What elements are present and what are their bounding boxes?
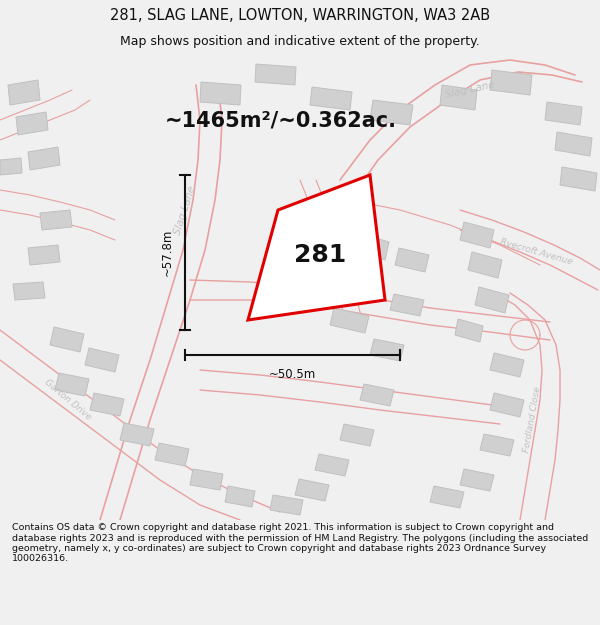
Polygon shape bbox=[90, 393, 124, 416]
Polygon shape bbox=[460, 222, 494, 248]
Polygon shape bbox=[200, 82, 241, 105]
Polygon shape bbox=[0, 158, 22, 175]
Polygon shape bbox=[28, 147, 60, 170]
Polygon shape bbox=[225, 486, 255, 507]
Polygon shape bbox=[248, 175, 385, 320]
Polygon shape bbox=[155, 443, 189, 466]
Text: 281, SLAG LANE, LOWTON, WARRINGTON, WA3 2AB: 281, SLAG LANE, LOWTON, WARRINGTON, WA3 … bbox=[110, 8, 490, 23]
Polygon shape bbox=[8, 80, 40, 105]
Polygon shape bbox=[340, 424, 374, 446]
Text: Fordland Close: Fordland Close bbox=[522, 386, 542, 454]
Polygon shape bbox=[480, 434, 514, 456]
Polygon shape bbox=[55, 373, 89, 396]
Polygon shape bbox=[120, 423, 154, 446]
Polygon shape bbox=[330, 308, 369, 333]
Polygon shape bbox=[490, 393, 524, 417]
Polygon shape bbox=[13, 282, 45, 300]
Polygon shape bbox=[560, 167, 597, 191]
Polygon shape bbox=[190, 469, 223, 490]
Polygon shape bbox=[255, 64, 296, 85]
Polygon shape bbox=[28, 245, 60, 265]
Polygon shape bbox=[295, 479, 329, 501]
Polygon shape bbox=[440, 85, 477, 110]
Text: Map shows position and indicative extent of the property.: Map shows position and indicative extent… bbox=[120, 35, 480, 48]
Polygon shape bbox=[460, 469, 494, 491]
Text: Ryecroft Avenue: Ryecroft Avenue bbox=[499, 238, 573, 267]
Polygon shape bbox=[360, 384, 394, 406]
Polygon shape bbox=[430, 486, 464, 508]
Text: Slag Lane: Slag Lane bbox=[444, 80, 496, 100]
Polygon shape bbox=[545, 102, 582, 125]
Polygon shape bbox=[468, 252, 502, 278]
Polygon shape bbox=[50, 327, 84, 352]
Polygon shape bbox=[390, 294, 424, 316]
Polygon shape bbox=[85, 348, 119, 372]
Polygon shape bbox=[270, 495, 303, 515]
Polygon shape bbox=[310, 87, 352, 110]
Polygon shape bbox=[555, 132, 592, 156]
Text: ~1465m²/~0.362ac.: ~1465m²/~0.362ac. bbox=[165, 110, 397, 130]
Polygon shape bbox=[490, 353, 524, 377]
Text: ~50.5m: ~50.5m bbox=[269, 369, 316, 381]
Polygon shape bbox=[395, 248, 429, 272]
Text: Garton Drive: Garton Drive bbox=[43, 378, 93, 422]
Text: Contains OS data © Crown copyright and database right 2021. This information is : Contains OS data © Crown copyright and d… bbox=[12, 523, 588, 563]
Polygon shape bbox=[350, 232, 389, 260]
Polygon shape bbox=[40, 210, 72, 230]
Text: ~57.8m: ~57.8m bbox=[161, 229, 173, 276]
Polygon shape bbox=[455, 319, 483, 342]
Polygon shape bbox=[475, 287, 509, 313]
Polygon shape bbox=[370, 339, 404, 361]
Text: 281: 281 bbox=[294, 243, 346, 267]
Polygon shape bbox=[16, 112, 48, 135]
Text: Slag Lane: Slag Lane bbox=[172, 184, 197, 236]
Polygon shape bbox=[370, 100, 413, 125]
Polygon shape bbox=[490, 70, 532, 95]
Polygon shape bbox=[315, 454, 349, 476]
